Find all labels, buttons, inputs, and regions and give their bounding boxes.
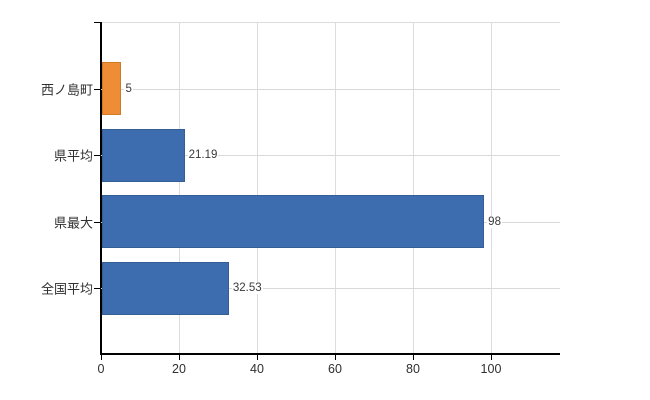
vertical-gridline xyxy=(490,22,492,353)
x-axis-tick-label: 0 xyxy=(97,362,105,376)
y-axis-tick xyxy=(94,288,101,290)
y-axis-tick xyxy=(94,88,101,90)
y-axis-tick xyxy=(94,155,101,157)
vertical-gridline xyxy=(256,22,258,353)
bar-1 xyxy=(102,62,122,115)
x-axis-tick xyxy=(256,355,258,360)
x-axis-tick-label: 80 xyxy=(406,362,420,376)
y-axis-line xyxy=(100,22,102,354)
vertical-gridline xyxy=(412,22,414,353)
x-axis-tick-label: 60 xyxy=(328,362,342,376)
x-axis-tick xyxy=(178,355,180,360)
y-axis-category-label: 西ノ島町 xyxy=(40,82,93,97)
bar-value-label: 5 xyxy=(124,82,133,95)
y-axis-category-label: 県平均 xyxy=(53,148,93,164)
y-axis-tick xyxy=(94,221,101,223)
bar-value-label: 21.19 xyxy=(187,149,219,162)
x-axis-tick xyxy=(412,355,414,360)
x-axis-tick-label: 20 xyxy=(172,362,186,376)
bar-2 xyxy=(102,128,185,182)
x-axis-tick-label: 100 xyxy=(480,362,502,376)
y-axis-tick xyxy=(94,22,101,23)
vertical-gridline xyxy=(334,22,336,353)
plot-top-border xyxy=(101,22,560,23)
x-axis-tick xyxy=(101,355,102,360)
horizontal-gridline xyxy=(101,88,560,90)
bar-value-label: 32.53 xyxy=(231,282,263,295)
x-axis-line xyxy=(100,353,560,355)
horizontal-gridline xyxy=(101,288,560,290)
vertical-gridline xyxy=(178,22,180,353)
horizontal-gridline xyxy=(101,155,560,157)
bar-4 xyxy=(102,261,229,315)
x-axis-tick xyxy=(490,355,492,360)
x-axis-tick xyxy=(334,355,336,360)
bar-3 xyxy=(102,195,485,249)
bar-value-label: 98 xyxy=(487,215,502,228)
y-axis-category-label: 県最大 xyxy=(53,215,93,231)
y-axis-category-label: 全国平均 xyxy=(40,281,93,297)
x-axis-tick-label: 40 xyxy=(250,362,264,376)
